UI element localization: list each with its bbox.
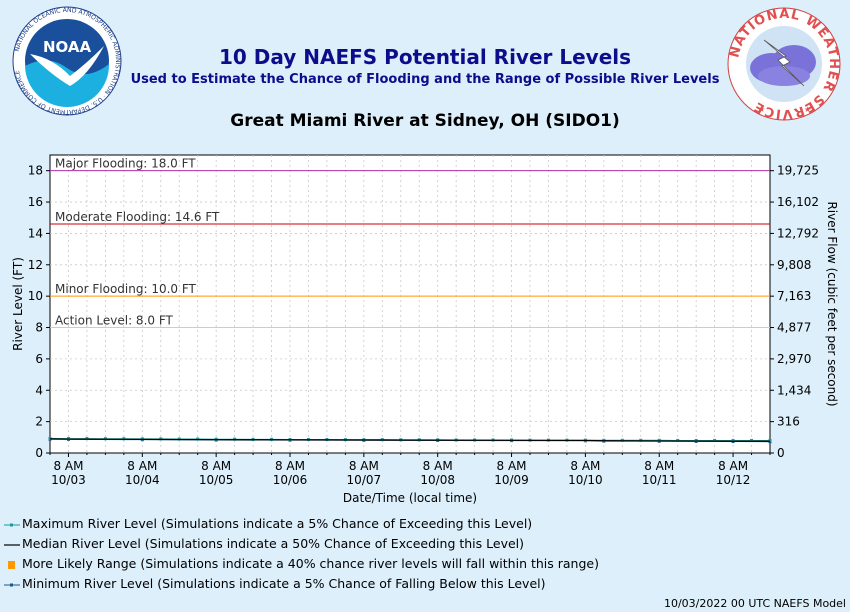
x-tick-time: 8 AM	[644, 459, 674, 473]
x-tick-time: 8 AM	[127, 459, 157, 473]
legend-item-max: Maximum River Level (Simulations indicat…	[4, 515, 532, 533]
legend-max-label: Maximum River Level (Simulations indicat…	[22, 516, 533, 531]
x-tick-date: 10/06	[273, 473, 308, 487]
legend-item-likely: More Likely Range (Simulations indicate …	[4, 555, 599, 573]
x-tick-time: 8 AM	[201, 459, 231, 473]
axes: 0 2 4 6 8 10 12 14 16 18 0 316 1,434 2,970 4,877 7,163 9…	[28, 164, 819, 487]
chart-subtitle: Used to Estimate the Chance of Flooding …	[130, 72, 720, 87]
legend-min-marker	[4, 583, 20, 586]
y-tick-label: 16	[28, 195, 43, 209]
y2-tick-label: 9,808	[777, 258, 811, 272]
legend-max-marker	[4, 523, 20, 526]
noaa-logo: NATIONAL OCEANIC AND ATMOSPHERIC ADMINIS…	[12, 6, 122, 116]
x-tick-time: 8 AM	[570, 459, 600, 473]
legend-likely-label: More Likely Range (Simulations indicate …	[22, 556, 599, 571]
y2-tick-label: 316	[777, 415, 800, 429]
legend-median-marker	[4, 543, 20, 546]
y-tick-label: 18	[28, 164, 43, 178]
y-tick-label: 12	[28, 258, 43, 272]
x-tick-time: 8 AM	[275, 459, 305, 473]
x-tick-date: 10/09	[494, 473, 529, 487]
y2-tick-label: 0	[777, 446, 785, 460]
x-tick-time: 8 AM	[349, 459, 379, 473]
median-series-line	[49, 438, 770, 442]
threshold-label: Major Flooding: 18.0 FT	[55, 157, 196, 171]
svg-text:★: ★	[758, 105, 765, 114]
threshold-label: Minor Flooding: 10.0 FT	[55, 282, 197, 296]
y-tick-label: 8	[35, 321, 43, 335]
x-tick-date: 10/11	[642, 473, 677, 487]
y2-tick-label: 4,877	[777, 321, 811, 335]
y2-axis-label: River Flow (cubic feet per second)	[825, 201, 839, 406]
legend-likely-marker	[8, 560, 15, 569]
threshold-label: Action Level: 8.0 FT	[55, 314, 174, 328]
legend-median-label: Median River Level (Simulations indicate…	[22, 536, 525, 551]
y-tick-label: 4	[35, 383, 43, 397]
svg-text:★: ★	[804, 105, 811, 114]
x-tick-time: 8 AM	[718, 459, 748, 473]
max-series-point	[731, 438, 735, 442]
chart-title: 10 Day NAEFS Potential River Levels	[218, 45, 632, 69]
x-axis-label: Date/Time (local time)	[343, 491, 477, 505]
x-tick-date: 10/08	[420, 473, 455, 487]
max-series-point	[694, 438, 698, 442]
station-name: Great Miami River at Sidney, OH (SIDO1)	[230, 111, 620, 131]
y2-tick-label: 16,102	[777, 195, 819, 209]
legend-item-min: Minimum River Level (Simulations indicat…	[4, 575, 546, 593]
y2-tick-label: 1,434	[777, 383, 811, 397]
x-tick-time: 8 AM	[423, 459, 453, 473]
x-tick-date: 10/12	[716, 473, 751, 487]
legend-min-label: Minimum River Level (Simulations indicat…	[22, 576, 546, 591]
flood-thresholds: Major Flooding: 18.0 FT Moderate Flooding…	[50, 157, 770, 329]
y-tick-label: 2	[35, 415, 43, 429]
threshold-label: Moderate Flooding: 14.6 FT	[55, 210, 220, 224]
y-axis-label: River Level (FT)	[11, 257, 25, 351]
max-series-point	[768, 438, 772, 442]
x-tick-date: 10/07	[347, 473, 382, 487]
max-series-point	[48, 436, 52, 440]
y-tick-label: 14	[28, 226, 43, 240]
x-tick-time: 8 AM	[53, 459, 83, 473]
y-tick-label: 10	[28, 289, 43, 303]
x-tick-date: 10/05	[199, 473, 234, 487]
x-tick-date: 10/03	[51, 473, 86, 487]
x-tick-time: 8 AM	[497, 459, 527, 473]
y2-tick-label: 12,792	[777, 226, 819, 240]
noaa-wordmark: NOAA	[43, 38, 92, 56]
max-series-point	[750, 438, 754, 442]
series	[48, 436, 772, 444]
nws-logo: NATIONAL WEATHER SERVICE ★ ★	[727, 7, 841, 121]
y2-tick-label: 7,163	[777, 289, 811, 303]
x-tick-date: 10/10	[568, 473, 603, 487]
x-tick-date: 10/04	[125, 473, 160, 487]
max-series-point	[657, 438, 661, 442]
legend-item-median: Median River Level (Simulations indicate…	[4, 535, 524, 553]
plot-area	[49, 154, 771, 454]
y-tick-label: 6	[35, 352, 43, 366]
y2-tick-label: 2,970	[777, 352, 811, 366]
max-series-point	[713, 438, 717, 442]
hydrograph-chart: Major Flooding: 18.0 FT Moderate Flooding…	[11, 154, 839, 505]
y-tick-label: 0	[35, 446, 43, 460]
y2-tick-label: 19,725	[777, 164, 819, 178]
model-run-footer: 10/03/2022 00 UTC NAEFS Model	[663, 597, 846, 610]
